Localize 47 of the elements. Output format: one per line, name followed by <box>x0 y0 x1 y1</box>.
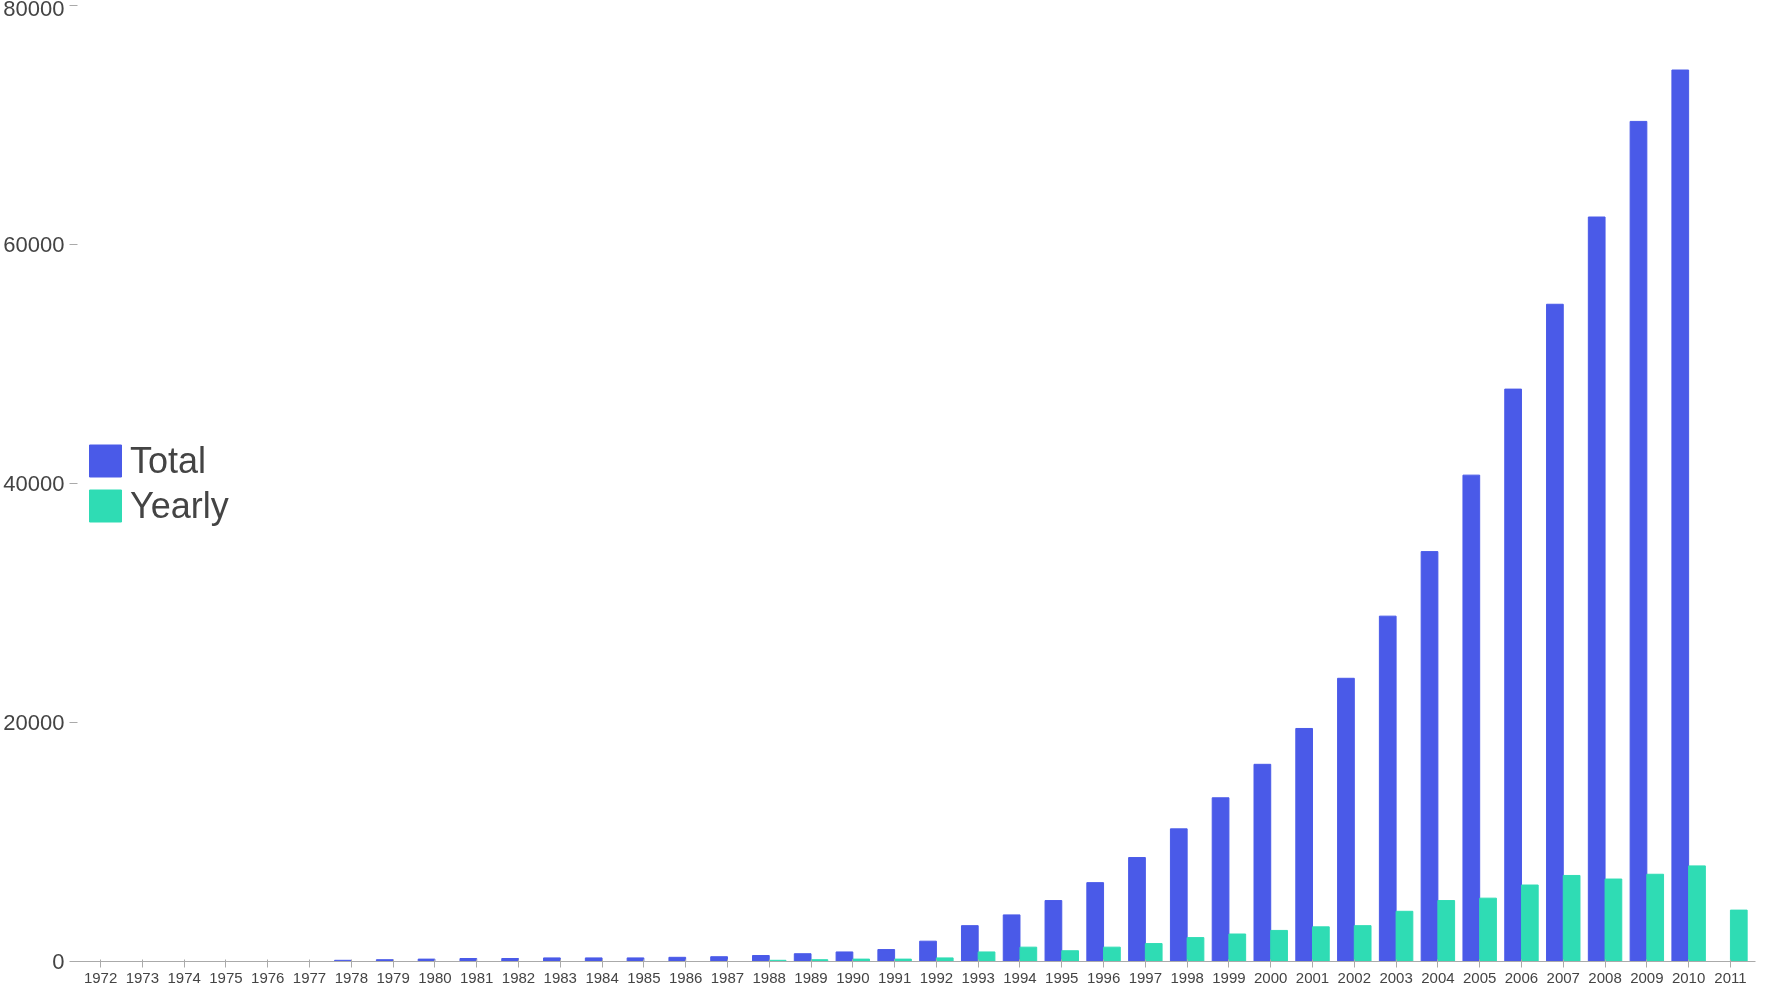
x-tick-label: 2004 <box>1421 968 1455 986</box>
y-tick-label: 0 <box>52 949 65 974</box>
x-tick-label: 1978 <box>334 968 369 986</box>
legend-label: Yearly <box>130 484 229 527</box>
legend-label: Total <box>130 439 207 482</box>
x-tick-label: 2007 <box>1546 968 1580 986</box>
y-tick-label: 40000 <box>3 471 65 496</box>
y-tick-label: 60000 <box>3 232 65 257</box>
x-tick-label: 1992 <box>919 968 954 986</box>
x-tick-label: 2001 <box>1295 968 1330 986</box>
x-tick-label: 1975 <box>209 968 243 986</box>
x-tick-label: 2009 <box>1630 968 1664 986</box>
x-tick-label: 1994 <box>1003 968 1037 986</box>
x-tick-label: 1982 <box>501 968 536 986</box>
x-tick-label: 1989 <box>794 968 828 986</box>
y-tick-label: 80000 <box>3 0 65 21</box>
x-tick-label: 2003 <box>1379 968 1413 986</box>
x-tick-label: 2005 <box>1462 968 1497 986</box>
x-tick-label: 1973 <box>125 968 160 986</box>
x-tick-label: 2002 <box>1337 968 1371 986</box>
x-tick-label: 1985 <box>627 968 661 986</box>
x-tick-label: 2008 <box>1588 968 1622 986</box>
x-tick-label: 1991 <box>877 968 912 986</box>
x-tick-label: 1996 <box>1086 968 1121 986</box>
x-tick-label: 2006 <box>1504 968 1539 986</box>
x-tick-label: 1981 <box>460 968 494 986</box>
x-tick-label: 1987 <box>710 968 745 986</box>
x-tick-label: 1974 <box>167 968 201 986</box>
x-tick-label: 1997 <box>1128 968 1163 986</box>
x-tick-label: 1984 <box>585 968 619 986</box>
x-tick-label: 1977 <box>292 968 327 986</box>
x-tick-label: 2010 <box>1671 968 1706 986</box>
x-tick-label: 1999 <box>1212 968 1246 986</box>
x-tick-label: 1976 <box>251 968 285 986</box>
x-tick-label: 2000 <box>1254 968 1288 986</box>
y-tick-label: 20000 <box>3 710 65 735</box>
x-tick-label: 1980 <box>418 968 452 986</box>
x-tick-label: 1988 <box>752 968 786 986</box>
x-tick-label: 1983 <box>543 968 577 986</box>
x-tick-label: 1995 <box>1045 968 1079 986</box>
x-tick-label: 1990 <box>836 968 870 986</box>
x-tick-label: 1993 <box>961 968 995 986</box>
x-tick-label: 1998 <box>1170 968 1204 986</box>
x-tick-label: 1979 <box>376 968 410 986</box>
x-tick-label: 1972 <box>83 968 118 986</box>
x-tick-label: 2011 <box>1714 968 1747 986</box>
x-tick-label: 1986 <box>668 968 703 986</box>
